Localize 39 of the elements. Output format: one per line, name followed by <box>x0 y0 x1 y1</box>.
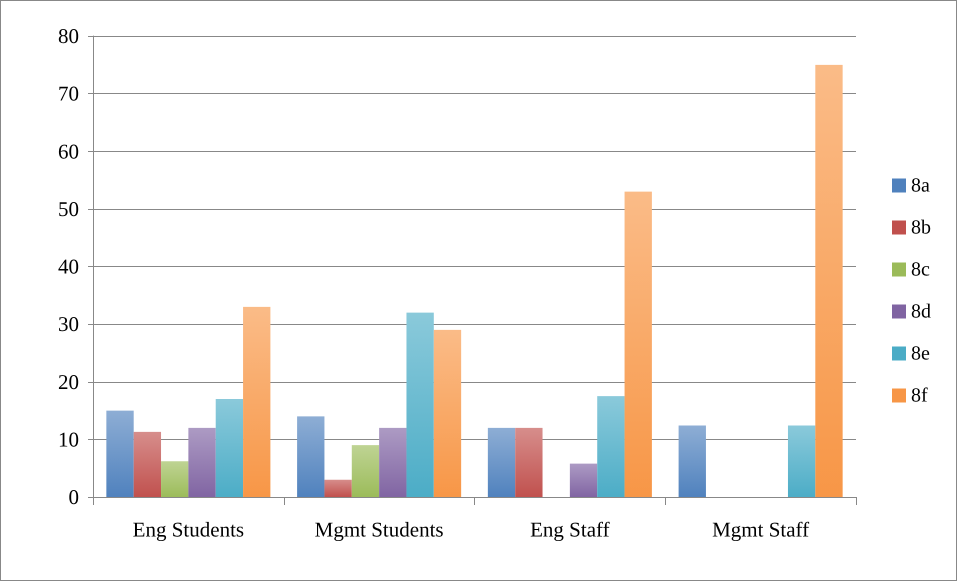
legend-label: 8f <box>911 384 928 406</box>
legend-label: 8e <box>911 342 930 364</box>
x-tick-label: Mgmt Students <box>314 518 444 542</box>
bar <box>379 428 406 497</box>
legend-label: 8b <box>911 216 931 238</box>
bar <box>352 445 380 497</box>
bar <box>570 464 598 497</box>
y-tick-label: 70 <box>58 82 79 106</box>
bar <box>597 396 625 497</box>
bar <box>188 428 216 497</box>
bar <box>106 410 134 497</box>
x-tick-label: Mgmt Staff <box>712 518 810 542</box>
bar <box>788 426 816 497</box>
bar <box>515 428 543 497</box>
bar <box>406 312 434 497</box>
bar <box>216 399 244 497</box>
bar <box>678 426 706 497</box>
bar <box>815 64 843 497</box>
legend-label: 8c <box>911 258 930 280</box>
y-tick-label: 60 <box>58 139 79 164</box>
bar <box>434 330 462 497</box>
bar <box>243 306 270 497</box>
bar <box>161 461 188 497</box>
legend-label: 8a <box>911 174 930 196</box>
bar <box>488 428 516 497</box>
bar <box>297 416 324 497</box>
y-tick-label: 80 <box>58 24 79 48</box>
y-tick-label: 50 <box>58 196 79 221</box>
y-tick-label: 0 <box>68 485 79 509</box>
y-tick-label: 20 <box>58 370 79 394</box>
bar <box>624 192 652 497</box>
bar <box>324 480 352 497</box>
y-tick-label: 10 <box>58 427 79 452</box>
x-tick-label: Eng Students <box>132 518 244 542</box>
bar <box>134 432 162 497</box>
y-tick-label: 30 <box>58 312 79 336</box>
y-tick-label: 40 <box>58 254 79 278</box>
x-tick-label: Eng Staff <box>530 518 610 542</box>
legend-label: 8d <box>911 300 931 322</box>
